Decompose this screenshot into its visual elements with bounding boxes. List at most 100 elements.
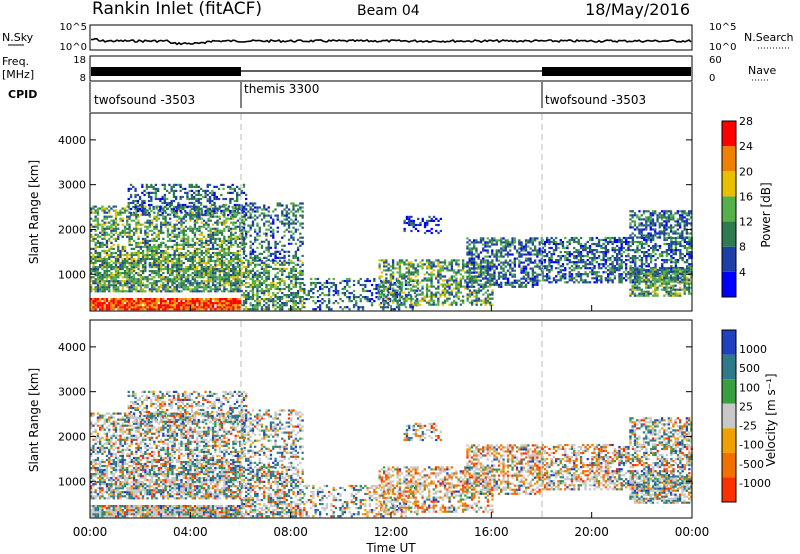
echo-cell	[389, 265, 392, 268]
echo-cell	[240, 232, 243, 235]
echo-cell	[502, 249, 505, 252]
echo-cell	[164, 276, 167, 279]
echo-cell	[99, 257, 102, 261]
echo-cell	[509, 265, 512, 268]
echo-cell	[132, 199, 135, 203]
echo-cell	[227, 251, 230, 255]
echo-cell	[428, 265, 431, 268]
echo-cell	[450, 301, 453, 304]
echo-cell	[129, 183, 133, 186]
echo-cell	[233, 187, 236, 190]
echo-cell	[468, 251, 471, 254]
echo-cell	[564, 277, 567, 280]
echo-cell	[195, 197, 198, 201]
echo-cell	[479, 261, 483, 264]
echo-cell	[396, 267, 399, 270]
echo-cell	[178, 259, 181, 263]
echo-cell	[108, 247, 111, 250]
echo-cell	[509, 245, 512, 248]
echo-cell	[239, 264, 242, 267]
echo-cell	[513, 269, 516, 272]
echo-cell	[392, 301, 395, 304]
echo-cell	[316, 300, 320, 303]
echo-cell	[146, 249, 149, 253]
echo-cell	[491, 291, 494, 294]
echo-cell	[178, 217, 181, 220]
echo-cell	[189, 282, 192, 285]
echo-cell	[182, 237, 185, 240]
echo-cell	[527, 259, 530, 262]
echo-cell	[211, 235, 215, 238]
echo-cell	[90, 290, 93, 293]
echo-cell	[209, 219, 212, 222]
echo-cell	[155, 282, 158, 285]
echo-cell	[139, 282, 142, 285]
echo-cell	[254, 275, 257, 278]
echo-cell	[227, 205, 230, 208]
echo-cell	[179, 203, 182, 207]
echo-cell	[92, 237, 95, 240]
echo-cell	[207, 223, 210, 226]
echo-cell	[466, 251, 469, 254]
echo-cell	[117, 213, 120, 216]
echo-cell	[339, 281, 342, 285]
echo-cell	[407, 291, 411, 294]
echo-cell	[430, 283, 433, 286]
echo-cell	[267, 220, 270, 223]
echo-cell	[182, 245, 185, 248]
echo-cell	[509, 263, 512, 266]
echo-cell	[245, 300, 248, 303]
echo-cell	[522, 253, 525, 256]
echo-cell	[151, 257, 154, 261]
echo-cell	[283, 283, 286, 287]
echo-cell	[160, 227, 163, 230]
echo-cell	[112, 306, 115, 309]
echo-cell	[117, 223, 120, 226]
echo-cell	[411, 308, 414, 311]
echo-cell	[457, 281, 460, 284]
echo-cell	[139, 209, 142, 212]
echo-cell	[236, 203, 239, 207]
echo-cell	[543, 265, 547, 268]
echo-cell	[314, 281, 317, 285]
echo-cell	[541, 251, 544, 254]
echo-cell	[180, 290, 183, 293]
echo-cell	[200, 272, 203, 275]
echo-cell	[575, 261, 578, 264]
echo-cell	[173, 306, 176, 309]
echo-cell	[105, 266, 109, 269]
echo-cell	[482, 287, 485, 290]
echo-cell	[561, 246, 565, 250]
echo-cell	[352, 279, 356, 283]
echo-cell	[491, 263, 494, 266]
echo-cell	[164, 308, 167, 311]
echo-cell	[153, 231, 156, 234]
echo-cell	[579, 279, 583, 282]
echo-cell	[232, 306, 235, 309]
echo-cell	[128, 270, 131, 273]
echo-cell	[541, 238, 544, 242]
echo-cell	[153, 251, 156, 255]
echo-cell	[355, 300, 358, 303]
echo-cell	[263, 232, 266, 235]
echo-cell	[209, 278, 212, 281]
echo-cell	[258, 281, 261, 285]
echo-cell	[319, 294, 322, 297]
echo-cell	[223, 272, 226, 275]
echo-cell	[146, 255, 149, 259]
echo-cell	[209, 237, 212, 240]
echo-cell	[132, 270, 136, 273]
echo-cell	[292, 302, 295, 305]
echo-cell	[299, 240, 302, 243]
echo-cell	[531, 271, 534, 274]
echo-cell	[430, 265, 433, 268]
echo-cell	[224, 203, 227, 207]
echo-cell	[254, 218, 257, 221]
echo-cell	[209, 239, 212, 242]
echo-cell	[202, 257, 206, 261]
echo-cell	[207, 274, 210, 277]
echo-cell	[256, 279, 259, 283]
echo-cell	[99, 304, 102, 307]
echo-cell	[263, 212, 266, 215]
echo-cell	[392, 261, 395, 264]
